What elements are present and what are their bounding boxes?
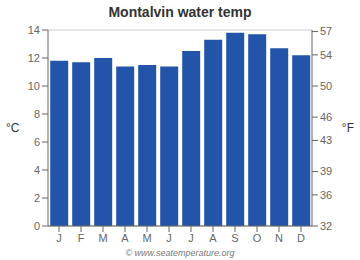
svg-text:M: M: [98, 232, 107, 244]
svg-text:50: 50: [320, 80, 332, 92]
svg-text:J: J: [188, 232, 194, 244]
svg-text:A: A: [121, 232, 129, 244]
svg-text:46: 46: [320, 111, 332, 123]
svg-text:S: S: [231, 232, 238, 244]
svg-text:2: 2: [34, 192, 40, 204]
svg-text:F: F: [78, 232, 85, 244]
svg-text:57: 57: [320, 25, 332, 37]
svg-text:O: O: [253, 232, 262, 244]
svg-text:36: 36: [320, 189, 332, 201]
html-text:© www.seatemperature.org: © www.seatemperature.org: [125, 248, 235, 258]
svg-text:0: 0: [34, 220, 40, 232]
svg-text:J: J: [166, 232, 172, 244]
svg-text:54: 54: [320, 49, 332, 61]
svg-text:M: M: [142, 232, 151, 244]
svg-text:39: 39: [320, 165, 332, 177]
svg-text:12: 12: [28, 52, 40, 64]
svg-text:43: 43: [320, 134, 332, 146]
svg-text:N: N: [275, 232, 283, 244]
svg-text:A: A: [209, 232, 217, 244]
svg-text:4: 4: [34, 164, 40, 176]
svg-text:10: 10: [28, 80, 40, 92]
svg-text:D: D: [297, 232, 305, 244]
html-text:Montalvin water temp: Montalvin water temp: [108, 4, 252, 20]
svg-text:32: 32: [320, 220, 332, 232]
svg-text:°F: °F: [342, 121, 352, 135]
svg-text:14: 14: [28, 24, 40, 36]
svg-text:°C: °C: [8, 121, 20, 135]
svg-text:8: 8: [34, 108, 40, 120]
svg-text:6: 6: [34, 136, 40, 148]
svg-text:J: J: [56, 232, 62, 244]
